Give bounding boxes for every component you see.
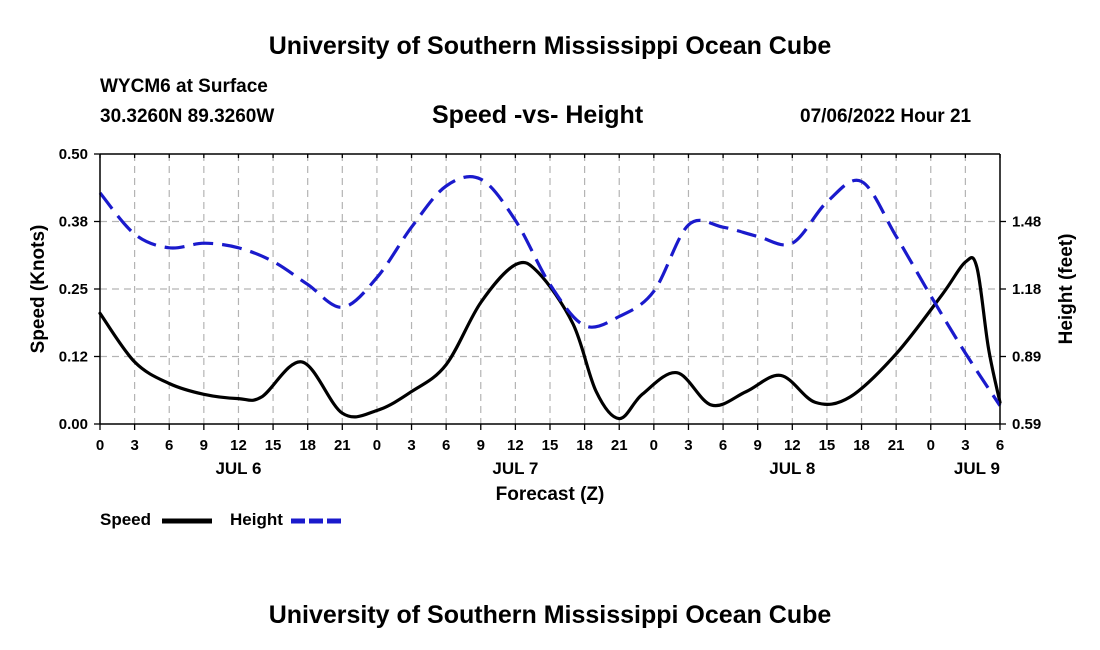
y2-axis-label: Height (feet) bbox=[1056, 234, 1077, 345]
x-tick-label: 12 bbox=[507, 437, 524, 454]
legend: Speed Height bbox=[100, 510, 343, 529]
station-label: WYCM6 at Surface bbox=[100, 76, 268, 97]
axes: 0 3 6 9 12 15 18 21 0 3 6 9 12 15 18 21 0 3 6 9 12 15 18 21 0 3 6 J… bbox=[28, 146, 1077, 505]
x-tick-label: 21 bbox=[611, 437, 628, 454]
x-tick-label: 12 bbox=[230, 437, 247, 454]
x-tick-label: 6 bbox=[165, 437, 173, 454]
date-label: JUL 7 bbox=[492, 459, 538, 478]
x-axis-label: Forecast (Z) bbox=[496, 484, 605, 505]
chart-title: Speed -vs- Height bbox=[432, 101, 644, 129]
y2-tick-label: 1.48 bbox=[1012, 214, 1041, 231]
x-tick-label: 15 bbox=[265, 437, 282, 454]
x-tick-label: 21 bbox=[888, 437, 905, 454]
x-tick-label: 12 bbox=[784, 437, 801, 454]
x-tick-label: 0 bbox=[373, 437, 381, 454]
x-tick-label: 9 bbox=[477, 437, 485, 454]
x-tick-label: 15 bbox=[819, 437, 836, 454]
y-tick-label: 0.12 bbox=[59, 349, 88, 366]
x-tick-label: 3 bbox=[130, 437, 138, 454]
forecast-datetime: 07/06/2022 Hour 21 bbox=[800, 106, 972, 127]
date-label: JUL 9 bbox=[954, 459, 1000, 478]
x-tick-label: 6 bbox=[719, 437, 727, 454]
speed-series-line bbox=[98, 256, 1002, 421]
x-tick-label: 18 bbox=[299, 437, 316, 454]
x-tick-label: 6 bbox=[442, 437, 450, 454]
x-tick-label: 18 bbox=[853, 437, 870, 454]
x-tick-label: 3 bbox=[684, 437, 692, 454]
x-tick-label: 0 bbox=[650, 437, 658, 454]
y2-tick-label: 0.59 bbox=[1012, 416, 1041, 433]
y-tick-label: 0.38 bbox=[59, 214, 88, 231]
y-axis-label: Speed (Knots) bbox=[28, 225, 49, 354]
x-tick-label: 21 bbox=[334, 437, 351, 454]
y-tick-label: 0.25 bbox=[59, 281, 88, 298]
x-tick-label: 9 bbox=[200, 437, 208, 454]
date-label: JUL 6 bbox=[215, 459, 261, 478]
footer-title: University of Southern Mississippi Ocean… bbox=[268, 601, 832, 629]
x-tick-label: 3 bbox=[961, 437, 969, 454]
x-tick-label: 3 bbox=[407, 437, 415, 454]
x-tick-label: 6 bbox=[996, 437, 1004, 454]
grid-lines bbox=[100, 154, 1000, 424]
x-tick-label: 18 bbox=[576, 437, 593, 454]
x-tick-label: 9 bbox=[754, 437, 762, 454]
station-coords: 30.3260N 89.3260W bbox=[100, 106, 275, 127]
legend-speed-label: Speed bbox=[100, 510, 151, 529]
y-tick-label: 0.50 bbox=[59, 146, 88, 163]
x-tick-label: 0 bbox=[927, 437, 935, 454]
height-series-line bbox=[98, 175, 1002, 407]
date-label: JUL 8 bbox=[769, 459, 815, 478]
x-tick-label: 0 bbox=[96, 437, 104, 454]
legend-height-label: Height bbox=[230, 510, 283, 529]
page-title: University of Southern Mississippi Ocean… bbox=[268, 32, 832, 60]
y-tick-label: 0.00 bbox=[59, 416, 88, 433]
series-layer bbox=[98, 175, 1002, 421]
x-tick-label: 15 bbox=[542, 437, 559, 454]
y2-tick-label: 1.18 bbox=[1012, 281, 1041, 298]
y2-tick-label: 0.89 bbox=[1012, 349, 1041, 366]
